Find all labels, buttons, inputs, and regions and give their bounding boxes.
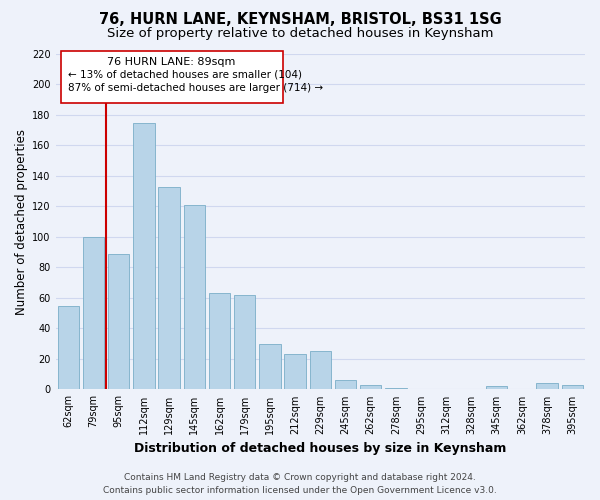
- Bar: [83, 237, 104, 390]
- Bar: [259, 344, 281, 390]
- Bar: [284, 354, 306, 390]
- Bar: [234, 295, 256, 390]
- Text: Contains HM Land Registry data © Crown copyright and database right 2024.
Contai: Contains HM Land Registry data © Crown c…: [103, 473, 497, 495]
- Bar: [335, 380, 356, 390]
- Text: 76 HURN LANE: 89sqm: 76 HURN LANE: 89sqm: [107, 57, 236, 67]
- Bar: [209, 294, 230, 390]
- Bar: [562, 385, 583, 390]
- Text: 76, HURN LANE, KEYNSHAM, BRISTOL, BS31 1SG: 76, HURN LANE, KEYNSHAM, BRISTOL, BS31 1…: [98, 12, 502, 28]
- FancyBboxPatch shape: [61, 51, 283, 103]
- Y-axis label: Number of detached properties: Number of detached properties: [15, 128, 28, 314]
- Bar: [184, 205, 205, 390]
- Bar: [58, 306, 79, 390]
- Text: ← 13% of detached houses are smaller (104): ← 13% of detached houses are smaller (10…: [68, 69, 302, 79]
- Text: 87% of semi-detached houses are larger (714) →: 87% of semi-detached houses are larger (…: [68, 83, 323, 93]
- Bar: [310, 352, 331, 390]
- Bar: [133, 122, 155, 390]
- X-axis label: Distribution of detached houses by size in Keynsham: Distribution of detached houses by size …: [134, 442, 506, 455]
- Bar: [108, 254, 130, 390]
- Bar: [486, 386, 508, 390]
- Bar: [360, 385, 382, 390]
- Bar: [536, 384, 558, 390]
- Bar: [158, 186, 180, 390]
- Bar: [385, 388, 407, 390]
- Text: Size of property relative to detached houses in Keynsham: Size of property relative to detached ho…: [107, 28, 493, 40]
